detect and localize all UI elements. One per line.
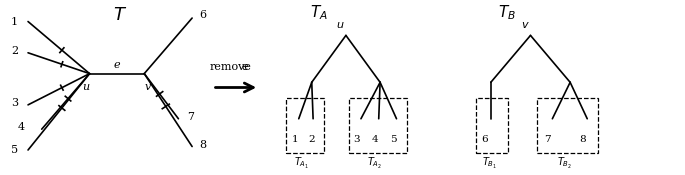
Text: 6: 6	[482, 135, 488, 144]
Text: $v$: $v$	[521, 20, 530, 30]
Text: $T_{B_2}$: $T_{B_2}$	[557, 156, 572, 172]
Text: 4: 4	[372, 135, 379, 144]
Text: e: e	[114, 60, 121, 70]
Text: $T_{A_1}$: $T_{A_1}$	[294, 156, 309, 172]
Text: u: u	[83, 82, 90, 93]
Text: remove: remove	[210, 62, 251, 72]
Text: 3: 3	[353, 135, 360, 144]
Bar	[349, 98, 408, 153]
Text: 2: 2	[11, 46, 18, 56]
Bar	[286, 98, 324, 153]
Text: 8: 8	[199, 140, 206, 150]
Text: $T_B$: $T_B$	[497, 4, 516, 22]
Text: 7: 7	[545, 135, 551, 144]
Text: 2: 2	[308, 135, 315, 144]
Text: $e$: $e$	[241, 62, 249, 72]
Text: $T$: $T$	[113, 6, 127, 24]
Text: v: v	[145, 82, 151, 93]
Bar	[476, 98, 508, 153]
Text: 7: 7	[187, 112, 195, 122]
Text: $T_A$: $T_A$	[310, 4, 327, 22]
Bar	[537, 98, 598, 153]
Text: 6: 6	[199, 10, 206, 20]
Text: 4: 4	[18, 122, 25, 132]
Text: 3: 3	[11, 98, 18, 108]
Text: $u$: $u$	[336, 20, 345, 30]
Text: 5: 5	[390, 135, 397, 144]
Text: 1: 1	[291, 135, 298, 144]
Text: $T_{A_2}$: $T_{A_2}$	[367, 156, 382, 172]
Text: $T_{B_1}$: $T_{B_1}$	[482, 156, 497, 172]
Text: 5: 5	[11, 145, 18, 155]
Text: 8: 8	[579, 135, 586, 144]
Text: 1: 1	[11, 16, 18, 27]
